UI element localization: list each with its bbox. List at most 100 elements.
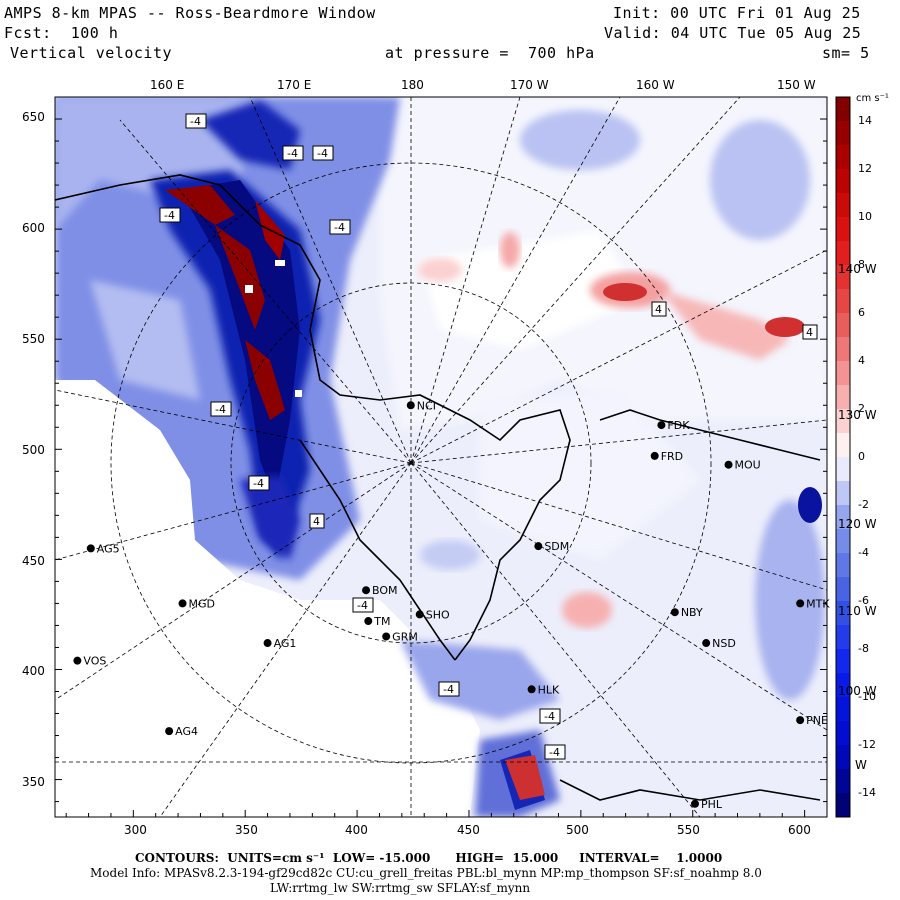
contour-label-box: 4 xyxy=(651,301,667,317)
station-marker xyxy=(690,799,699,808)
field-name: Vertical velocity xyxy=(10,44,173,62)
station-marker xyxy=(364,617,373,626)
station-marker xyxy=(165,727,174,736)
station-label: TM xyxy=(373,615,390,628)
x-tick-400: 400 xyxy=(345,823,368,837)
station-sdm: SDM xyxy=(534,540,569,553)
svg-text:-4: -4 xyxy=(253,477,264,490)
station-label: MGD xyxy=(189,597,216,610)
colorbar-label: 4 xyxy=(858,354,865,367)
station-hlk: HLK xyxy=(527,683,560,696)
graticule-lines xyxy=(55,97,827,817)
init-time: Init: 00 UTC Fri 01 Aug 25 xyxy=(613,4,861,22)
colorbar xyxy=(835,96,851,818)
colorbar-segment xyxy=(836,529,850,554)
contour-label-box: -4 xyxy=(312,145,334,161)
station-fdk: FDK xyxy=(657,419,690,432)
contour-labels: -4 -4 -4 -4 -4 -4 -4 -4 4 4 4 -4 -4 -4 xyxy=(159,113,818,760)
colorbar-segment xyxy=(836,577,850,602)
station-nsd: NSD xyxy=(702,637,736,650)
station-marker xyxy=(650,451,659,460)
colorbar-segment xyxy=(836,553,850,578)
vertical-velocity-field xyxy=(55,97,827,817)
colorbar-segment xyxy=(836,793,850,818)
svg-text:-4: -4 xyxy=(357,599,368,612)
x-tick-550: 550 xyxy=(677,823,700,837)
station-label: SDM xyxy=(544,540,569,553)
contour-label-box: -4 xyxy=(329,219,351,235)
y-tick-400: 400 xyxy=(22,664,45,678)
station-marker xyxy=(362,586,371,595)
pressure-level: at pressure = 700 hPa xyxy=(385,44,595,62)
station-phl: PHL xyxy=(690,798,723,811)
coastline xyxy=(55,174,821,801)
colorbar-segment xyxy=(836,601,850,626)
map-title: AMPS 8-km MPAS -- Ross-Beardmore Window xyxy=(4,4,376,22)
station-marker xyxy=(724,460,733,469)
colorbar-label: -2 xyxy=(858,498,869,511)
station-marker xyxy=(406,401,415,410)
svg-text:4: 4 xyxy=(806,326,813,339)
y-tick-600: 600 xyxy=(22,221,45,235)
svg-text:-4: -4 xyxy=(549,746,560,759)
colorbar-segment xyxy=(836,385,850,410)
y-tick-550: 550 xyxy=(22,332,45,346)
y-tick-650: 650 xyxy=(22,110,45,124)
station-nci: NCI xyxy=(406,399,436,412)
lon-label-100w: 100 W xyxy=(838,684,877,698)
svg-text:-4: -4 xyxy=(190,115,201,128)
contour-label-box: -4 xyxy=(248,475,270,491)
colorbar-segment xyxy=(836,145,850,170)
lon-label-170w: 170 W xyxy=(510,78,549,92)
contour-label-box: -4 xyxy=(352,597,374,613)
contour-label-box: -4 xyxy=(438,681,460,697)
station-marker xyxy=(527,685,536,694)
station-label: NBY xyxy=(681,606,703,619)
station-label: PHL xyxy=(701,798,723,811)
x-tick-600: 600 xyxy=(788,823,811,837)
station-bom: BOM xyxy=(362,584,398,597)
station-label: AG5 xyxy=(97,542,120,555)
station-label: HLK xyxy=(538,683,560,696)
station-marker xyxy=(796,716,805,725)
station-marker xyxy=(263,639,272,648)
station-mtk: MTK xyxy=(796,597,830,610)
contour-label-box: -4 xyxy=(544,744,566,760)
colorbar-segment xyxy=(836,505,850,530)
colorbar-segment xyxy=(836,409,850,434)
svg-text:-4: -4 xyxy=(544,710,555,723)
station-label: MTK xyxy=(806,597,830,610)
colorbar-segment xyxy=(836,289,850,314)
svg-text:-4: -4 xyxy=(215,403,226,416)
station-label: VOS xyxy=(83,655,106,668)
svg-text:4: 4 xyxy=(655,303,662,316)
lon-label-160e: 160 E xyxy=(150,78,185,92)
station-label: FRD xyxy=(661,450,683,463)
station-marker xyxy=(796,599,805,608)
station-ag1: AG1 xyxy=(263,637,296,650)
station-ag4: AG4 xyxy=(165,725,198,738)
colorbar-segment xyxy=(836,241,850,266)
y-tick-500: 500 xyxy=(22,443,45,457)
station-label: MOU xyxy=(735,459,761,472)
plot-frame xyxy=(54,96,828,818)
station-ag5: AG5 xyxy=(86,542,120,555)
x-tick-500: 500 xyxy=(566,823,589,837)
model-info: Model Info: MPASv8.2.3-194-gf29cd82c CU:… xyxy=(90,866,762,880)
station-label: FDK xyxy=(667,419,690,432)
station-label: SHO xyxy=(426,608,450,621)
colorbar-label: 2 xyxy=(858,402,865,415)
station-label: GRM xyxy=(392,630,418,643)
lon-label-170e: 170 E xyxy=(277,78,312,92)
station-marker xyxy=(73,656,82,665)
colorbar-label: -12 xyxy=(858,738,876,751)
colorbar-segment xyxy=(836,721,850,746)
lon-label-140w: 140 W xyxy=(838,262,877,276)
colorbar-segment xyxy=(836,313,850,338)
colorbar-label: 12 xyxy=(858,162,872,175)
colorbar-segment xyxy=(836,169,850,194)
station-marker xyxy=(534,542,543,551)
lon-label-110w: 110 W xyxy=(838,604,877,618)
station-mgd: MGD xyxy=(178,597,216,610)
colorbar-label: -4 xyxy=(858,546,869,559)
